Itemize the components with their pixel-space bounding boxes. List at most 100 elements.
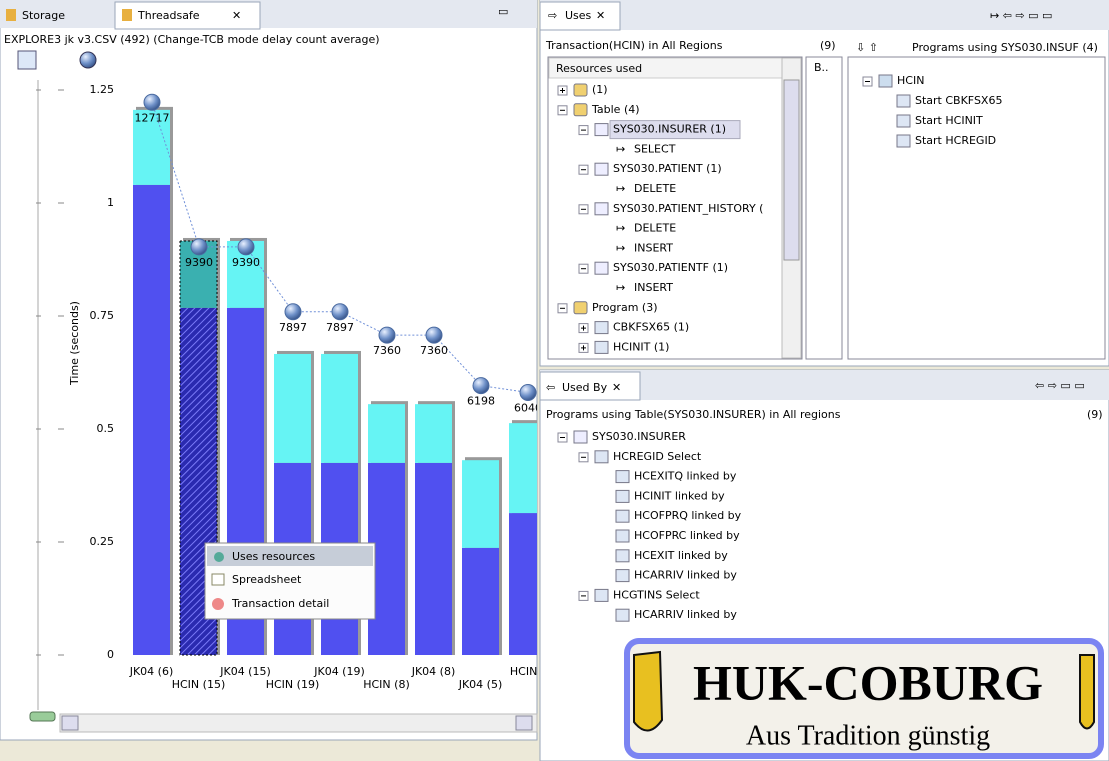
- minimize-icon[interactable]: ▭: [498, 5, 508, 18]
- tree-item[interactable]: HCEXIT linked by: [634, 549, 728, 562]
- tree-item[interactable]: SYS030.PATIENTF (1): [613, 261, 728, 274]
- tree-item[interactable]: HCOFPRQ linked by: [634, 509, 742, 522]
- count-toggle[interactable]: [79, 51, 97, 69]
- x-tick-label: HCIN (15): [172, 678, 226, 691]
- y-tick-label: 1.25: [90, 83, 115, 96]
- bar-segment[interactable]: [133, 109, 170, 185]
- count-marker[interactable]: [143, 93, 161, 111]
- x-tick-label: HCIN (8): [363, 678, 410, 691]
- count-label: 9390: [232, 256, 260, 269]
- count-marker[interactable]: [472, 377, 490, 395]
- tree-item[interactable]: SYS030.INSURER (1): [613, 123, 726, 136]
- tree-item[interactable]: HCEXITQ linked by: [634, 470, 737, 483]
- menu-item[interactable]: Uses resources: [232, 550, 315, 563]
- count-marker[interactable]: [331, 303, 349, 321]
- y-tick-label: 0: [107, 648, 114, 661]
- tree-item[interactable]: HCGTINS Select: [613, 588, 700, 601]
- close-icon[interactable]: ✕: [596, 9, 605, 22]
- bar-segment[interactable]: [321, 353, 358, 463]
- uses-panel: ⇨ Uses ✕ ↦ ⇦ ⇨ ▭ ▭ Transaction(HCIN) in …: [539, 0, 1109, 367]
- tree-item[interactable]: CBKFSX65 (1): [613, 321, 689, 334]
- tab[interactable]: Used By: [562, 381, 608, 394]
- tree-item[interactable]: SELECT: [634, 142, 676, 155]
- tree-item[interactable]: (1): [592, 83, 608, 96]
- scroll-left[interactable]: [61, 715, 79, 731]
- bar-segment[interactable]: [415, 404, 452, 463]
- tree-item[interactable]: HCOFPRC linked by: [634, 529, 740, 542]
- y-tick-label: 0.5: [97, 422, 115, 435]
- tree-item[interactable]: HCINIT (1): [613, 340, 669, 353]
- tree-item[interactable]: HCINIT linked by: [634, 489, 725, 502]
- tree-item[interactable]: SYS030.INSURER: [592, 430, 686, 443]
- program-icon: [615, 569, 630, 583]
- nav-icons[interactable]: ⇩ ⇧: [856, 41, 878, 54]
- tree-item[interactable]: Start HCINIT: [915, 114, 983, 127]
- count-marker[interactable]: [190, 238, 208, 256]
- selection: [609, 120, 741, 140]
- program-icon: [615, 549, 630, 563]
- bar-segment[interactable]: [462, 460, 499, 548]
- panel-title: Transaction(HCIN) in All Regions: [545, 39, 723, 52]
- logo: HUK-COBURG Aus Tradition günstig: [624, 638, 1104, 759]
- table-icon: [878, 74, 893, 88]
- h-scrollbar[interactable]: [59, 713, 538, 733]
- bar-segment[interactable]: [509, 513, 546, 655]
- x-tick-label: JK04 (19): [313, 665, 365, 678]
- legend-toggle[interactable]: [17, 50, 37, 70]
- program-icon: [615, 509, 630, 523]
- count-marker[interactable]: [378, 326, 396, 344]
- tree-item[interactable]: HCIN: [897, 74, 924, 87]
- y-tick-label: 1: [107, 196, 114, 209]
- tree-item[interactable]: DELETE: [634, 222, 676, 235]
- tree-item[interactable]: HCREGID Select: [613, 450, 702, 463]
- tree-item[interactable]: INSERT: [634, 281, 673, 294]
- program-icon: [615, 608, 630, 622]
- logo-name: HUK-COBURG: [693, 654, 1043, 710]
- tab-icon: [122, 9, 132, 21]
- tree-item[interactable]: INSERT: [634, 241, 673, 254]
- panel-count: (9): [820, 39, 836, 52]
- tree-item[interactable]: SYS030.PATIENT (1): [613, 162, 722, 175]
- scroll-thumb[interactable]: [783, 79, 800, 261]
- bar-segment[interactable]: [415, 462, 452, 655]
- resources-tree: (1) Table (4) SYS030.INSURER (1) ↦ SELECT SYS…: [557, 83, 763, 354]
- bar-segment[interactable]: [462, 547, 499, 655]
- program-icon: [615, 489, 630, 503]
- program-icon: [615, 470, 630, 484]
- tree-item[interactable]: Program (3): [592, 301, 658, 314]
- count-marker[interactable]: [284, 303, 302, 321]
- count-marker[interactable]: [519, 383, 537, 401]
- tab-active[interactable]: [114, 1, 261, 30]
- toolbar-icon[interactable]: ↦ ⇦ ⇨ ▭ ▭: [990, 9, 1052, 22]
- tree-item[interactable]: Start CBKFSX65: [915, 94, 1002, 107]
- close-icon[interactable]: ✕: [232, 9, 241, 22]
- column-header: B..: [814, 61, 829, 74]
- slider-thumb[interactable]: [29, 711, 56, 722]
- tree-item[interactable]: HCARRIV linked by: [634, 608, 737, 621]
- bar-segment[interactable]: [274, 353, 311, 463]
- tree-item[interactable]: HCARRIV linked by: [634, 569, 737, 582]
- toolbar-icon[interactable]: ⇦ ⇨ ▭ ▭: [1035, 379, 1085, 392]
- arrow-icon: ↦: [616, 281, 625, 294]
- scroll-right[interactable]: [515, 715, 533, 731]
- count-label: 7897: [326, 321, 354, 334]
- tree-item[interactable]: DELETE: [634, 182, 676, 195]
- bar-segment[interactable]: [368, 404, 405, 463]
- tree-item[interactable]: Start HCREGID: [915, 134, 996, 147]
- arrow-icon: ↦: [616, 241, 625, 254]
- menu-item[interactable]: Transaction detail: [231, 597, 329, 610]
- tree-item[interactable]: Table (4): [591, 103, 640, 116]
- bar-segment[interactable]: [509, 423, 546, 514]
- x-tick-label: HCIN (: [510, 665, 545, 678]
- count-marker[interactable]: [425, 326, 443, 344]
- count-marker[interactable]: [237, 238, 255, 256]
- program-icon: [615, 529, 630, 543]
- bar-segment[interactable]: [133, 184, 170, 656]
- tree-item[interactable]: SYS030.PATIENT_HISTORY (: [613, 202, 763, 215]
- close-icon[interactable]: ✕: [612, 381, 621, 394]
- tab[interactable]: Storage: [22, 9, 65, 22]
- menu-item[interactable]: Spreadsheet: [232, 573, 302, 586]
- tab[interactable]: Uses: [565, 9, 592, 22]
- tab[interactable]: Threadsafe: [137, 9, 200, 22]
